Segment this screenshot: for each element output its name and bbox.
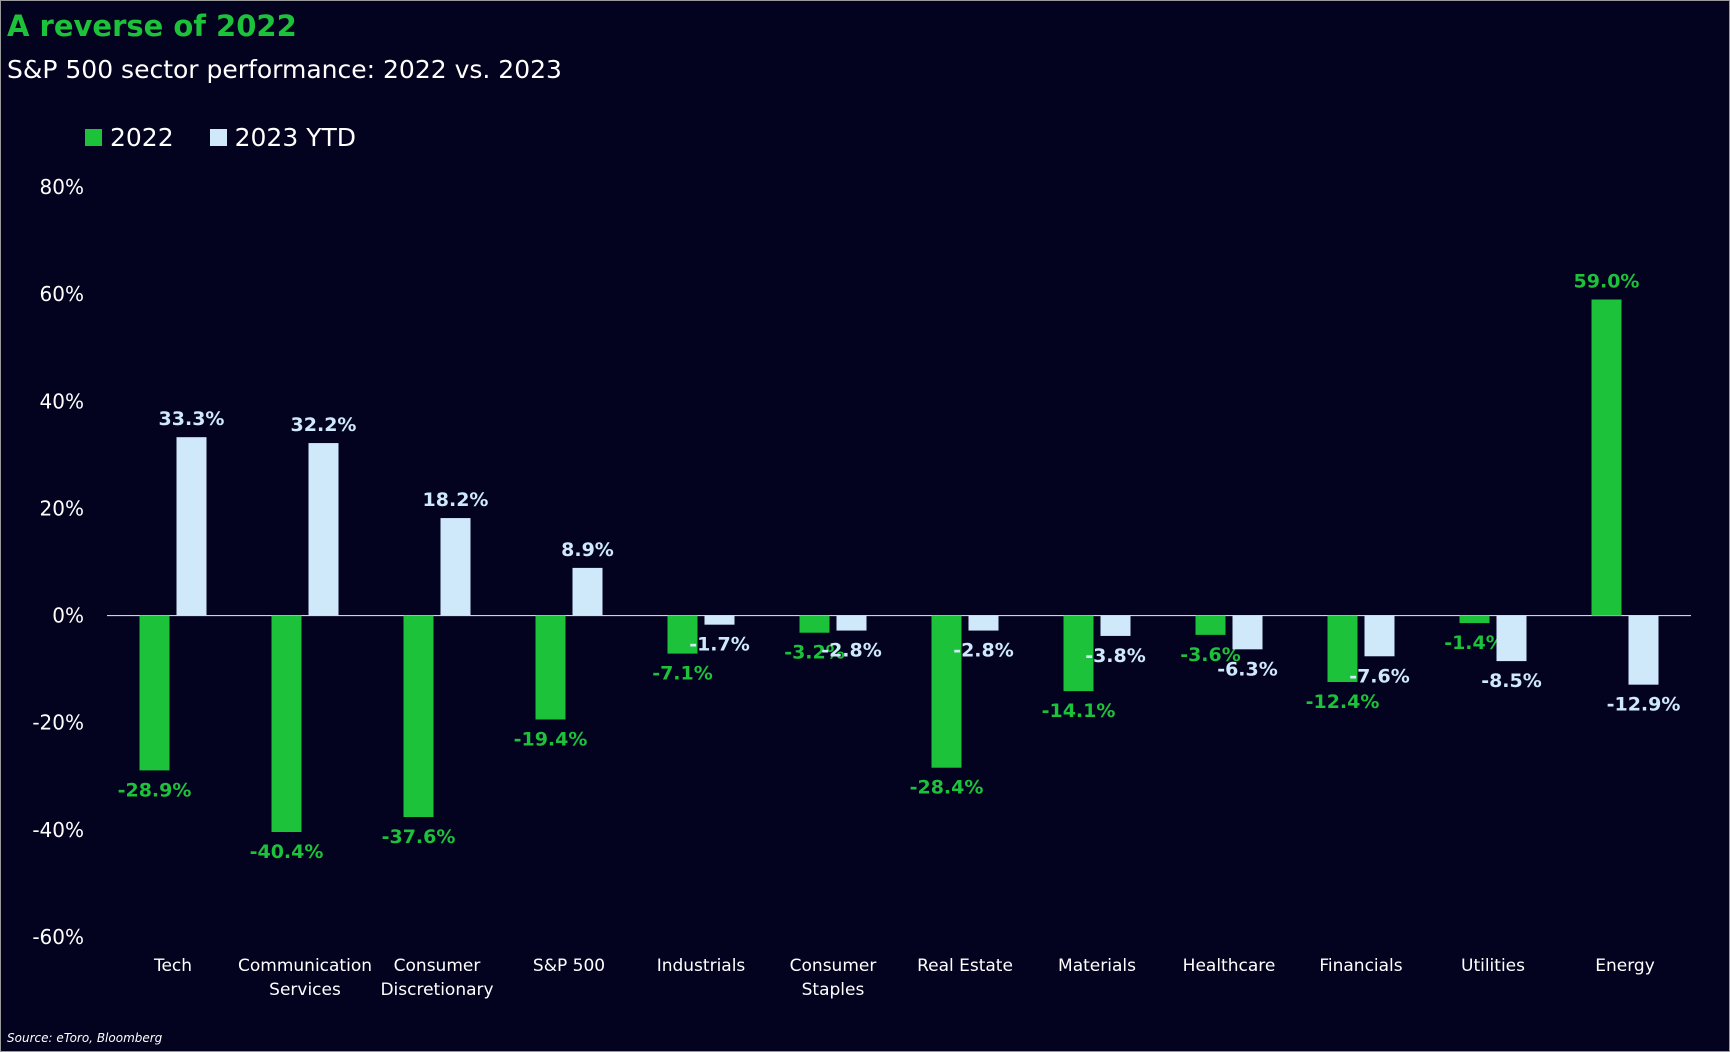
data-label-2022: -3.2%: [784, 642, 845, 664]
bar-2023-ytd: [704, 615, 735, 625]
bar-2023-ytd: [1496, 615, 1527, 662]
bar-2022: [535, 615, 566, 720]
legend-label-2023-ytd: 2023 YTD: [234, 123, 356, 152]
data-label-2022: -12.4%: [1306, 691, 1380, 713]
category-label: Industrials: [657, 956, 746, 976]
data-label-2023-ytd: 33.3%: [159, 408, 225, 430]
bar-2022: [1459, 615, 1490, 624]
category-label: Materials: [1058, 956, 1136, 976]
data-label-2022: -19.4%: [514, 729, 588, 751]
bar-2022: [931, 615, 962, 768]
data-label-2022: -40.4%: [250, 841, 324, 863]
legend-swatch-2023-ytd: [209, 129, 227, 146]
data-label-2023-ytd: 8.9%: [561, 539, 614, 561]
bar-2023-ytd: [572, 567, 603, 616]
data-label-2023-ytd: 32.2%: [291, 414, 357, 436]
bar-2023-ytd: [1232, 615, 1263, 650]
category-label: Financials: [1319, 956, 1402, 976]
chart-title: A reverse of 2022: [7, 9, 297, 43]
bar-2023-ytd: [836, 615, 867, 631]
data-label-2022: -1.4%: [1444, 632, 1505, 654]
source-note: Source: eToro, Bloomberg: [7, 1031, 163, 1045]
legend-item-2022: 2022: [85, 123, 174, 152]
data-label-2022: -28.9%: [118, 779, 192, 801]
bar-2023-ytd: [1100, 615, 1131, 636]
bar-2023-ytd: [176, 437, 207, 616]
category-label: S&P 500: [533, 956, 605, 976]
data-label-2023-ytd: -6.3%: [1217, 658, 1278, 680]
y-tick-label: 60%: [40, 282, 84, 306]
data-label-2022: -7.1%: [652, 663, 713, 685]
bar-2023-ytd: [1364, 615, 1395, 657]
bar-2022: [271, 615, 302, 832]
category-label: Real Estate: [917, 956, 1013, 976]
y-tick-label: -20%: [32, 711, 84, 735]
y-tick-label: -60%: [32, 925, 84, 949]
data-label-2023-ytd: -7.6%: [1349, 665, 1410, 687]
category-label: Consumer: [394, 956, 481, 976]
category-label: Communication: [238, 956, 372, 976]
legend: 2022 2023 YTD: [85, 123, 392, 152]
bar-2022: [1195, 615, 1226, 635]
bar-2023-ytd: [968, 615, 999, 631]
bar-2022: [139, 615, 170, 771]
data-label-2022: -14.1%: [1042, 700, 1116, 722]
data-label-2023-ytd: -3.8%: [1085, 645, 1146, 667]
bar-2023-ytd: [308, 443, 339, 616]
y-tick-label: 80%: [40, 175, 84, 199]
category-label: Services: [269, 980, 341, 1000]
bar-2022: [667, 615, 698, 654]
legend-item-2023-ytd: 2023 YTD: [209, 123, 356, 152]
data-label-2023-ytd: -1.7%: [689, 634, 750, 656]
y-tick-label: 40%: [40, 389, 84, 413]
bar-2022: [1591, 299, 1622, 616]
category-label: Consumer: [790, 956, 877, 976]
category-label: Energy: [1595, 956, 1655, 976]
chart-subtitle: S&P 500 sector performance: 2022 vs. 202…: [7, 55, 562, 84]
category-label: Tech: [153, 956, 192, 976]
bar-2022: [799, 615, 830, 633]
data-label-2022: -3.6%: [1180, 644, 1241, 666]
data-label-2023-ytd: -2.8%: [953, 640, 1014, 662]
bar-2022: [403, 615, 434, 817]
legend-label-2022: 2022: [110, 123, 174, 152]
data-label-2023-ytd: -8.5%: [1481, 670, 1542, 692]
category-label: Staples: [802, 980, 865, 1000]
data-label-2023-ytd: -12.9%: [1607, 694, 1681, 716]
category-label: Healthcare: [1183, 956, 1276, 976]
bar-2023-ytd: [1628, 615, 1659, 685]
y-tick-label: 20%: [40, 496, 84, 520]
data-label-2023-ytd: -2.8%: [821, 640, 882, 662]
data-label-2022: 59.0%: [1574, 271, 1640, 293]
data-label-2023-ytd: 18.2%: [423, 489, 489, 511]
category-label: Discretionary: [380, 980, 493, 1000]
data-label-2022: -37.6%: [382, 826, 456, 848]
y-tick-label: -40%: [32, 818, 84, 842]
bar-2023-ytd: [440, 518, 471, 616]
bar-2022: [1063, 615, 1094, 692]
bar-2022: [1327, 615, 1358, 682]
data-label-2022: -28.4%: [910, 777, 984, 799]
category-label: Utilities: [1461, 956, 1525, 976]
y-tick-label: 0%: [52, 604, 84, 628]
legend-swatch-2022: [85, 129, 102, 146]
